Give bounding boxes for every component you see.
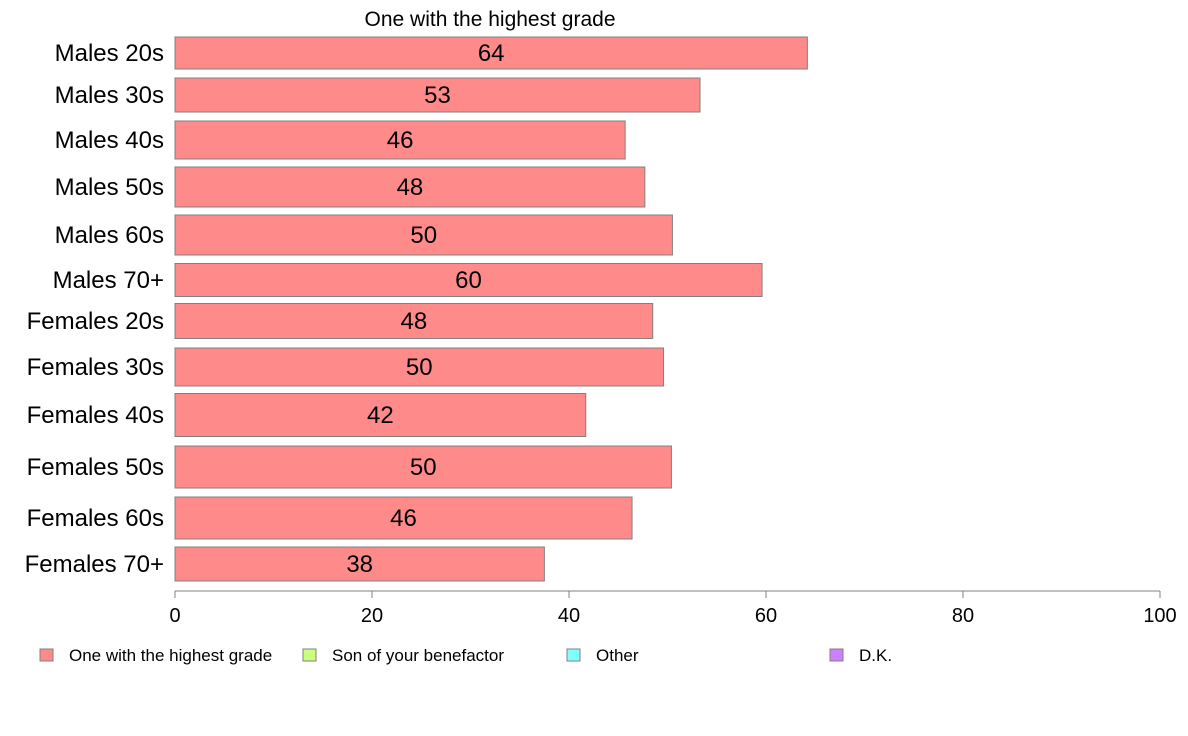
category-label: Males 20s xyxy=(55,40,164,67)
legend-label: One with the highest grade xyxy=(69,646,272,665)
bar xyxy=(174,393,587,437)
data-label: 46 xyxy=(390,505,417,532)
category-label: Females 40s xyxy=(27,402,164,429)
category-label: Females 60s xyxy=(27,505,164,532)
category-label: Males 50s xyxy=(55,174,164,201)
data-label: 50 xyxy=(410,222,437,249)
legend: One with the highest grade Son of your be… xyxy=(39,646,892,665)
legend-swatch xyxy=(302,648,317,662)
legend-swatch xyxy=(566,648,581,662)
data-label: 48 xyxy=(401,308,428,335)
x-tick-label: 100 xyxy=(1143,605,1176,627)
bar xyxy=(174,496,633,540)
x-tick-label: 60 xyxy=(755,605,777,627)
data-label: 53 xyxy=(424,82,451,109)
data-label: 38 xyxy=(346,551,373,578)
data-label: 64 xyxy=(478,40,505,67)
bar xyxy=(174,263,763,297)
data-label: 42 xyxy=(367,402,394,429)
x-tick-label: 20 xyxy=(361,605,383,627)
legend-swatch xyxy=(39,648,54,662)
data-label: 48 xyxy=(397,174,424,201)
bars-group: 64 Males 20s 53 Males 30s 46 Males 40s 48 Males… xyxy=(25,36,808,582)
data-label: 60 xyxy=(455,267,482,294)
legend-swatch xyxy=(829,648,844,662)
bar xyxy=(174,347,665,387)
legend-label: D.K. xyxy=(859,646,892,665)
bar xyxy=(174,214,673,256)
category-label: Females 70+ xyxy=(25,551,164,578)
bar xyxy=(174,77,701,113)
data-label: 50 xyxy=(406,354,433,381)
category-label: Males 70+ xyxy=(53,267,164,294)
category-label: Females 20s xyxy=(27,308,164,335)
chart-title: One with the highest grade xyxy=(365,8,616,31)
category-label: Males 60s xyxy=(55,222,164,249)
bar xyxy=(174,303,654,339)
category-label: Females 30s xyxy=(27,354,164,381)
bar xyxy=(174,166,646,208)
x-axis: 0 20 40 60 80 100 xyxy=(169,590,1177,627)
category-label: Males 30s xyxy=(55,82,164,109)
x-tick-label: 0 xyxy=(169,605,180,627)
x-tick-label: 80 xyxy=(952,605,974,627)
x-tick-label: 40 xyxy=(558,605,580,627)
bar xyxy=(174,36,808,70)
bar xyxy=(174,120,626,160)
bar xyxy=(174,445,672,489)
data-label: 46 xyxy=(387,127,414,154)
data-label: 50 xyxy=(410,454,437,481)
legend-label: Son of your benefactor xyxy=(332,646,504,665)
category-label: Females 50s xyxy=(27,454,164,481)
legend-label: Other xyxy=(596,646,639,665)
bar xyxy=(174,546,545,582)
category-label: Males 40s xyxy=(55,127,164,154)
